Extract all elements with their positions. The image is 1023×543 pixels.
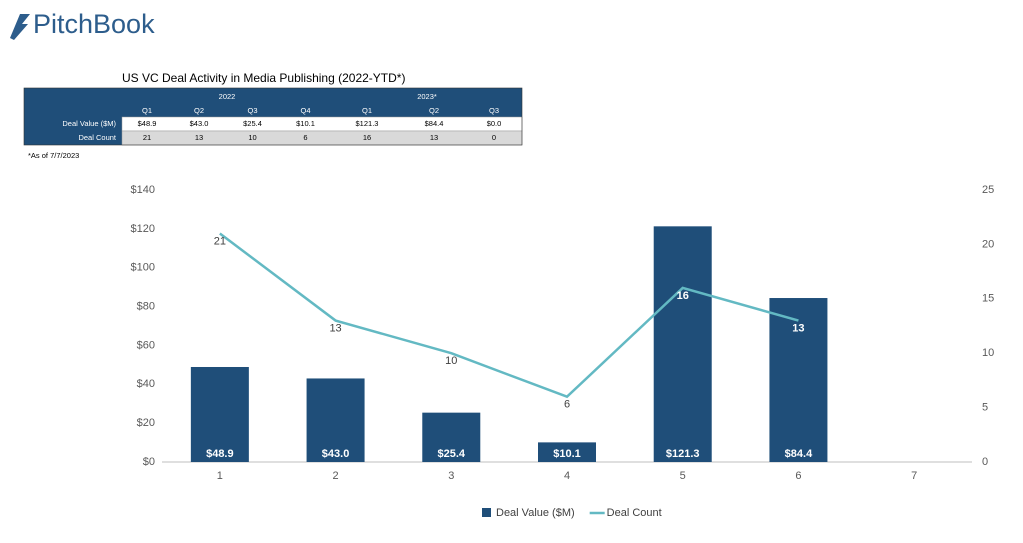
x-tick-label: 7 [911,470,917,482]
legend-label: Deal Count [607,507,662,519]
table-cell: 10 [248,133,256,142]
x-tick-label: 2 [333,470,339,482]
y2-tick-label: 20 [982,238,994,250]
table-cell: $84.4 [425,119,444,128]
x-tick-label: 5 [680,470,686,482]
quarter-header: Q1 [362,106,372,115]
row-label: Deal Count [78,133,116,142]
bar [306,378,365,462]
table-cell: 13 [195,133,203,142]
table-note: *As of 7/7/2023 [28,151,79,160]
bar [653,226,712,462]
row-cells [121,130,523,146]
table-cell: 16 [363,133,371,142]
bar [769,298,828,462]
logo: PitchBook [10,9,155,40]
line-value-label: 13 [329,322,341,334]
y-tick-label: $100 [131,262,155,274]
quarter-header: Q3 [489,106,499,115]
year-header: 2022 [219,92,236,101]
table-cell: 21 [143,133,151,142]
x-tick-label: 3 [448,470,454,482]
row-label-cell [24,117,122,131]
bar-value-label: $10.1 [553,448,581,460]
bar-value-label: $84.4 [785,448,813,460]
legend-swatch [482,508,491,517]
y2-tick-label: 5 [982,402,988,414]
table-cell: $25.4 [243,119,262,128]
bar-value-label: $48.9 [206,448,234,460]
line-value-label: 16 [677,290,689,302]
table-cell: $0.0 [487,119,502,128]
line [219,232,799,399]
y2-tick-label: 0 [982,456,988,468]
bar-value-label: $25.4 [438,448,466,460]
table-cell: $121.3 [356,119,379,128]
table-header [24,88,522,117]
table-cell: 13 [430,133,438,142]
y-tick-label: $40 [137,378,155,390]
line-value-label: 21 [214,235,226,247]
row-label-cell [24,131,122,145]
table-cell: 6 [303,133,307,142]
y-tick-label: $20 [137,417,155,429]
bar [190,366,249,462]
y-tick-label: $0 [143,456,155,468]
line-value-label: 10 [445,355,457,367]
quarter-header: Q1 [142,106,152,115]
quarter-header: Q4 [300,106,310,115]
line-value-label: 6 [564,399,570,411]
y-tick-label: $120 [131,223,155,235]
quarter-header: Q2 [194,106,204,115]
logo-icon [10,14,30,40]
bar-value-label: $121.3 [666,448,700,460]
bar-value-label: $43.0 [322,448,350,460]
y2-tick-label: 15 [982,293,994,305]
logo-text: PitchBook [33,9,155,39]
bar [538,442,596,462]
year-header: 2023* [417,92,437,101]
x-tick-label: 4 [564,470,570,482]
y2-tick-label: 10 [982,347,994,359]
y-tick-label: $80 [137,300,155,312]
x-tick-label: 6 [795,470,801,482]
bar [422,412,481,462]
table-title: US VC Deal Activity in Media Publishing … [122,71,405,85]
y2-tick-label: 25 [982,184,994,196]
x-tick-label: 1 [217,470,223,482]
legend-label: Deal Value ($M) [496,507,575,519]
y-tick-label: $140 [131,184,155,196]
table-border [23,87,523,146]
quarter-header: Q3 [247,106,257,115]
quarter-header: Q2 [429,106,439,115]
row-label: Deal Value ($M) [62,119,116,128]
y-tick-label: $60 [137,339,155,351]
table-cell: $48.9 [138,119,157,128]
table-cell: 0 [492,133,496,142]
table-cell: $10.1 [296,119,315,128]
line-value-label: 13 [792,322,804,334]
row-cells [121,116,523,132]
table-cell: $43.0 [190,119,209,128]
